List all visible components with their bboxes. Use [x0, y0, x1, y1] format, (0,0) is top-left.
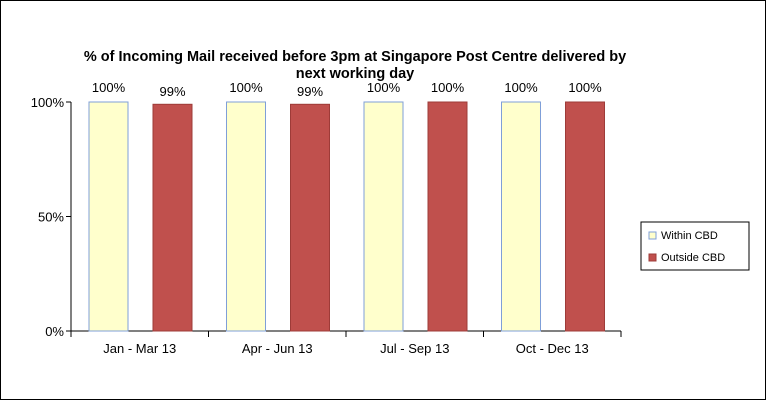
plot-area: 0% 50% 100% Jan - Mar 13 100% 99% Apr - Jun 13…: [31, 80, 622, 356]
x-tick-label: Oct - Dec 13: [516, 341, 589, 356]
data-label: 99%: [159, 84, 185, 99]
bar-within-cbd: [226, 101, 266, 332]
legend-swatch-within-cbd: [648, 231, 657, 240]
y-tick-label: 100%: [31, 95, 65, 110]
x-tick-label: Jan - Mar 13: [103, 341, 176, 356]
x-tick-label: Apr - Jun 13: [242, 341, 313, 356]
bar-within-cbd: [501, 101, 541, 332]
data-label: 100%: [92, 80, 126, 95]
bar-outside-cbd: [290, 103, 330, 332]
bar-within-cbd: [363, 101, 404, 332]
x-tick-label: Jul - Sep 13: [380, 341, 449, 356]
data-label: 100%: [568, 80, 602, 95]
chart-title-line-1: % of Incoming Mail received before 3pm a…: [84, 49, 626, 65]
data-label: 100%: [431, 80, 465, 95]
legend-box: [640, 221, 750, 271]
y-tick-label: 50%: [38, 210, 64, 225]
data-label: 99%: [297, 84, 323, 99]
data-label: 100%: [229, 80, 263, 95]
bar-outside-cbd: [427, 101, 468, 332]
legend: Within CBD Outside CBD: [640, 221, 750, 271]
y-tick-label: 0%: [45, 324, 64, 339]
legend-label-within-cbd: Within CBD: [661, 230, 718, 242]
bar-outside-cbd: [152, 103, 193, 332]
bar-within-cbd: [88, 101, 129, 332]
bar-outside-cbd: [565, 101, 605, 332]
data-label: 100%: [504, 80, 538, 95]
legend-label-outside-cbd: Outside CBD: [661, 252, 725, 264]
chart-title-line-2: next working day: [296, 66, 414, 82]
data-label: 100%: [367, 80, 401, 95]
legend-swatch-outside-cbd: [648, 253, 657, 262]
